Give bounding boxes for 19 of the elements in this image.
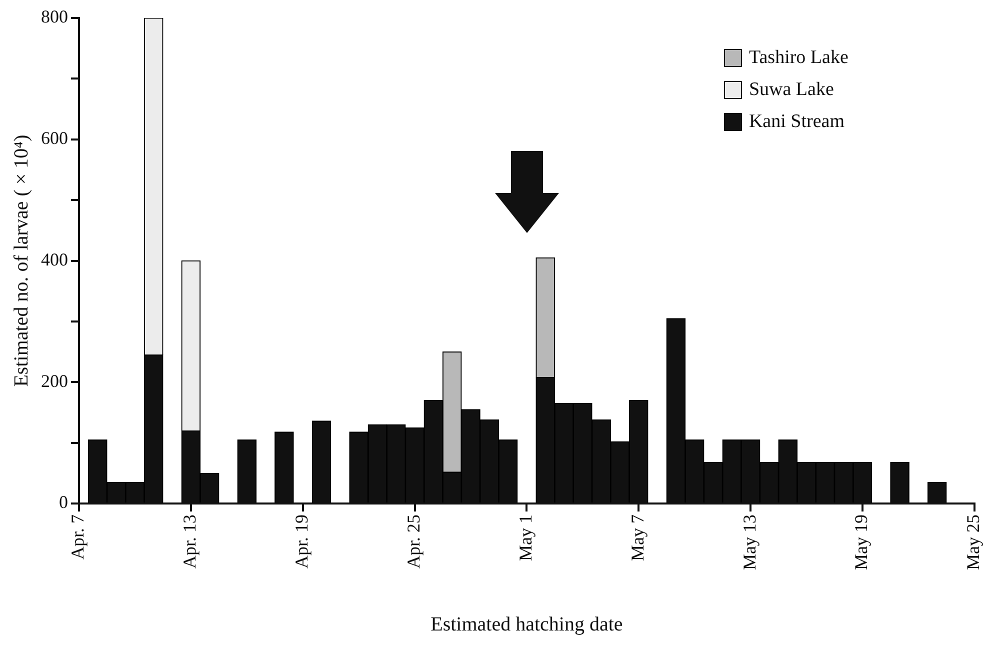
x-tick-label: Apr. 7 — [68, 514, 88, 560]
x-tick-label: May 1 — [515, 514, 536, 562]
x-tick-label: May 19 — [851, 514, 872, 570]
y-axis-title: Estimated no. of larvae ( × 10⁴) — [10, 134, 32, 387]
y-tick-label: 200 — [41, 370, 68, 391]
x-tick-label: Apr. 13 — [180, 514, 200, 569]
legend-label: Tashiro Lake — [748, 46, 848, 68]
x-tick-label: May 25 — [963, 514, 984, 570]
y-tick-label: 600 — [41, 128, 68, 148]
legend-label: Suwa Lake — [748, 78, 834, 100]
x-axis-title: Estimated hatching date — [430, 613, 623, 636]
legend-label: Kani Stream — [748, 110, 845, 132]
y-tick-label: 0 — [59, 492, 68, 512]
x-tick-label: May 13 — [739, 514, 760, 570]
x-tick-label: Apr. 19 — [292, 514, 312, 569]
y-tick-label: 400 — [41, 249, 68, 270]
x-tick-label: May 7 — [627, 514, 648, 562]
x-tick-label: Apr. 25 — [404, 514, 424, 569]
y-tick-label: 800 — [41, 6, 68, 27]
